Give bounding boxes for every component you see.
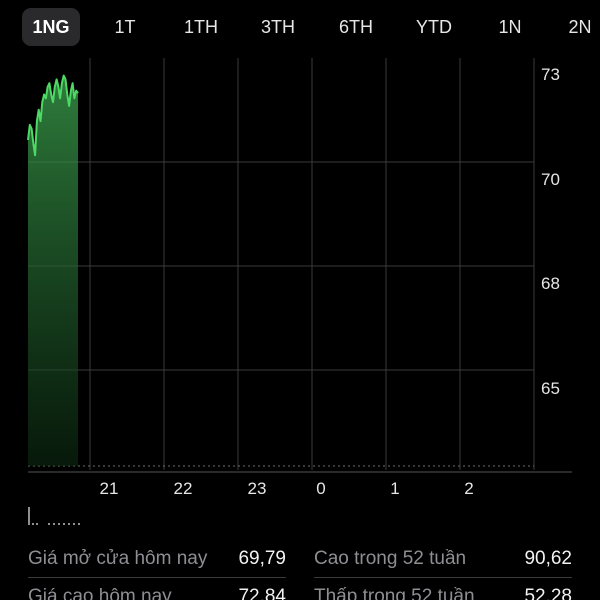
tab-3-months[interactable]: 3TH — [260, 17, 295, 37]
stat-high-today: Giá cao hôm nay 72,84 — [28, 578, 286, 600]
stat-52-week-high: Cao trong 52 tuần 90,62 — [314, 540, 572, 578]
y-tick-label: 70 — [541, 170, 560, 189]
tab-6-months[interactable]: 6TH — [338, 17, 373, 37]
stat-label: Giá cao hôm nay — [28, 586, 172, 600]
stat-value: 52,28 — [524, 586, 572, 600]
x-axis-labels: 21 22 23 0 1 2 — [100, 479, 474, 498]
tab-1-month[interactable]: 1TH — [183, 17, 218, 37]
tab-2-years[interactable]: 2N — [568, 17, 592, 37]
x-tick-label: 0 — [316, 479, 325, 498]
x-tick-label: 22 — [174, 479, 193, 498]
row-divider — [28, 577, 286, 578]
stat-label: Giá mở cửa hôm nay — [28, 548, 208, 569]
tab-ytd[interactable]: YTD — [416, 17, 452, 37]
tab-1-year[interactable]: 1N — [498, 17, 522, 37]
price-line — [27, 74, 79, 157]
chart-grid — [28, 58, 572, 473]
x-tick-label: 21 — [100, 479, 119, 498]
price-chart[interactable]: 73 70 68 65 21 22 23 0 1 2 — [0, 52, 600, 522]
stat-label: Cao trong 52 tuần — [314, 548, 467, 569]
volume-indicator — [28, 505, 88, 529]
y-tick-label: 68 — [541, 274, 560, 293]
stat-value: 90,62 — [524, 548, 572, 569]
tab-1-week[interactable]: 1T — [114, 17, 136, 37]
chart-series — [27, 74, 79, 466]
y-axis-labels: 73 70 68 65 — [541, 65, 560, 398]
row-divider — [314, 577, 572, 578]
stat-label: Thấp trong 52 tuần — [314, 586, 475, 600]
price-chart-canvas[interactable]: 73 70 68 65 21 22 23 0 1 2 — [0, 52, 600, 522]
stat-open-today: Giá mở cửa hôm nay 69,79 — [28, 540, 286, 578]
stats-table: Giá mở cửa hôm nay 69,79 Cao trong 52 tu… — [0, 540, 600, 600]
y-tick-label: 65 — [541, 379, 560, 398]
stat-52-week-low: Thấp trong 52 tuần 52,28 — [314, 578, 572, 600]
stat-value: 69,79 — [238, 548, 286, 569]
range-tab-bar: 1NG 1T 1TH 3TH 6TH YTD 1N 2N — [0, 0, 600, 52]
x-tick-label: 1 — [390, 479, 399, 498]
price-area-fill — [28, 75, 78, 466]
y-tick-label: 73 — [541, 65, 560, 84]
stat-value: 72,84 — [238, 586, 286, 600]
tab-1-day[interactable]: 1NG — [22, 8, 80, 46]
x-tick-label: 23 — [248, 479, 267, 498]
x-tick-label: 2 — [464, 479, 473, 498]
